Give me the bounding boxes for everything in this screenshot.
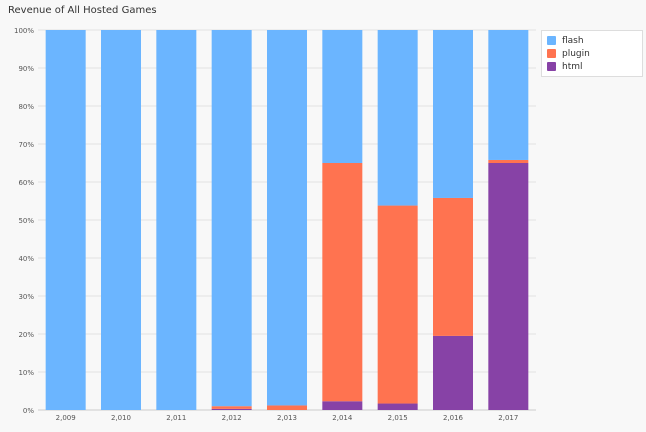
bar-flash xyxy=(101,30,141,410)
y-tick-label: 40% xyxy=(18,255,34,263)
legend-item-html[interactable]: html xyxy=(542,60,642,73)
bar-html xyxy=(322,401,363,410)
bar-plugin xyxy=(377,205,418,404)
legend-label: html xyxy=(562,61,583,72)
y-tick-label: 90% xyxy=(18,65,34,73)
bar-flash xyxy=(45,30,86,410)
x-tick-label: 2,017 xyxy=(498,414,518,422)
bar-flash xyxy=(211,30,252,407)
legend-item-plugin[interactable]: plugin xyxy=(542,47,642,60)
bar-plugin xyxy=(267,405,307,410)
bar-flash xyxy=(488,30,529,160)
y-tick-label: 70% xyxy=(18,141,34,149)
y-tick-label: 10% xyxy=(18,369,34,377)
legend-swatch xyxy=(547,62,556,71)
y-tick-label: 100% xyxy=(14,27,34,35)
legend-item-flash[interactable]: flash xyxy=(542,34,642,47)
bar-flash xyxy=(267,30,307,406)
bar-html xyxy=(211,408,252,410)
legend-swatch xyxy=(547,36,556,45)
y-tick-label: 50% xyxy=(18,217,34,225)
bar-flash xyxy=(322,30,363,163)
bar-plugin xyxy=(488,159,529,163)
x-tick-label: 2,012 xyxy=(222,414,242,422)
x-tick-label: 2,014 xyxy=(332,414,353,422)
legend: flash plugin html xyxy=(541,30,643,77)
legend-label: plugin xyxy=(562,48,590,59)
y-tick-label: 0% xyxy=(23,407,34,415)
bar-flash xyxy=(156,30,197,410)
x-tick-label: 2,011 xyxy=(166,414,186,422)
bar-plugin xyxy=(433,197,473,336)
y-tick-label: 20% xyxy=(18,331,34,339)
bar-plugin xyxy=(211,406,252,409)
chart-title: Revenue of All Hosted Games xyxy=(8,5,157,16)
legend-label: flash xyxy=(562,35,584,46)
legend-swatch xyxy=(547,49,556,58)
bar-html xyxy=(433,335,473,410)
y-tick-label: 80% xyxy=(18,103,34,111)
bar-html xyxy=(377,403,418,410)
x-tick-label: 2,016 xyxy=(443,414,464,422)
bar-flash xyxy=(433,30,473,198)
x-tick-label: 2,015 xyxy=(388,414,408,422)
y-tick-label: 60% xyxy=(18,179,34,187)
x-tick-label: 2,009 xyxy=(56,414,76,422)
y-tick-label: 30% xyxy=(18,293,34,301)
bar-html xyxy=(488,163,529,410)
bar-flash xyxy=(377,30,418,206)
bar-plugin xyxy=(322,163,363,402)
x-tick-label: 2,010 xyxy=(111,414,131,422)
x-tick-label: 2,013 xyxy=(277,414,297,422)
